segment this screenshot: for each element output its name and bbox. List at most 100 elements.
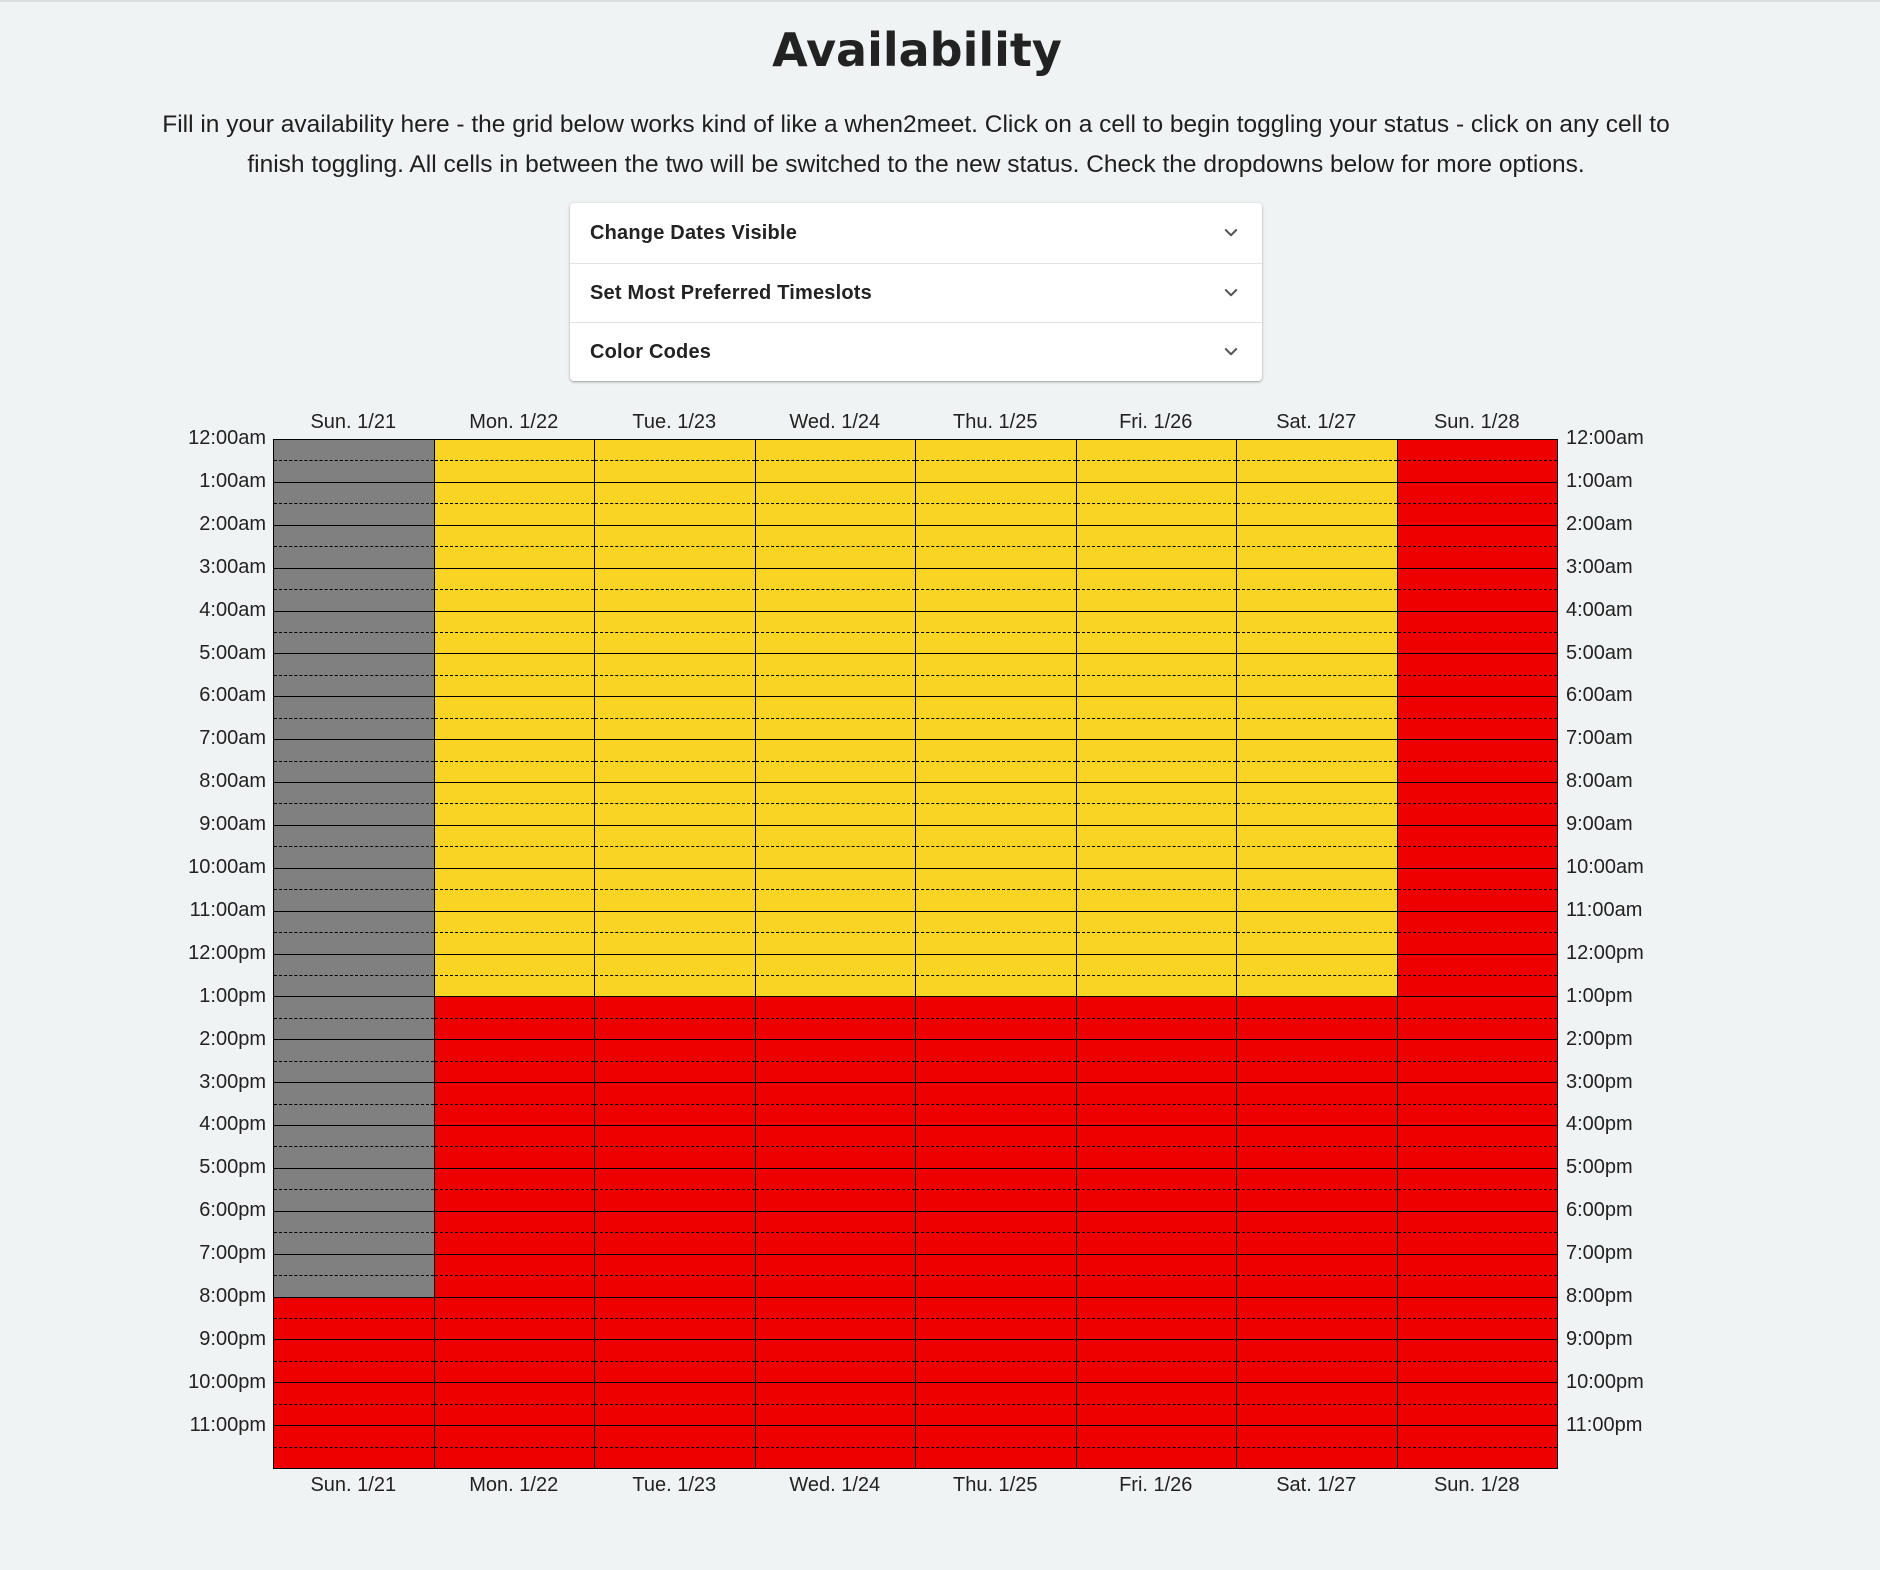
time-slot-cell[interactable] [1076, 997, 1236, 1019]
time-slot-cell[interactable] [434, 975, 594, 998]
time-slot-cell[interactable] [916, 568, 1076, 591]
time-slot-cell[interactable] [274, 1340, 434, 1362]
time-slot-cell[interactable] [1397, 654, 1557, 676]
time-slot-cell[interactable] [1076, 954, 1236, 976]
time-slot-cell[interactable] [595, 1061, 755, 1084]
time-slot-cell[interactable] [434, 1083, 594, 1105]
time-slot-cell[interactable] [595, 911, 755, 934]
time-slot-cell[interactable] [1237, 1211, 1397, 1234]
time-slot-cell[interactable] [1076, 975, 1236, 998]
time-slot-cell[interactable] [434, 847, 594, 869]
time-slot-cell[interactable] [434, 1211, 594, 1234]
time-slot-cell[interactable] [1076, 718, 1236, 741]
time-slot-cell[interactable] [916, 1340, 1076, 1362]
time-slot-cell[interactable] [274, 933, 434, 955]
time-slot-cell[interactable] [1237, 804, 1397, 826]
time-slot-cell[interactable] [916, 1126, 1076, 1148]
time-slot-cell[interactable] [1076, 1083, 1236, 1105]
time-slot-cell[interactable] [1237, 783, 1397, 805]
time-slot-cell[interactable] [434, 525, 594, 548]
time-slot-cell[interactable] [1076, 740, 1236, 762]
time-slot-cell[interactable] [1076, 1276, 1236, 1298]
time-slot-cell[interactable] [434, 1340, 594, 1362]
time-slot-cell[interactable] [595, 1318, 755, 1341]
time-slot-cell[interactable] [274, 654, 434, 676]
time-slot-cell[interactable] [1397, 1018, 1557, 1041]
time-slot-cell[interactable] [434, 1126, 594, 1148]
time-slot-cell[interactable] [274, 1168, 434, 1191]
time-slot-cell[interactable] [755, 440, 915, 462]
time-slot-cell[interactable] [916, 1426, 1076, 1448]
time-slot-cell[interactable] [434, 461, 594, 483]
time-slot-cell[interactable] [434, 804, 594, 826]
accordion-change-dates[interactable]: Change Dates Visible [570, 203, 1262, 263]
time-slot-cell[interactable] [916, 675, 1076, 698]
time-slot-cell[interactable] [1076, 1190, 1236, 1212]
time-slot-cell[interactable] [274, 1404, 434, 1427]
time-slot-cell[interactable] [1237, 547, 1397, 569]
time-slot-cell[interactable] [916, 1233, 1076, 1255]
time-slot-cell[interactable] [1397, 1276, 1557, 1298]
time-slot-cell[interactable] [916, 718, 1076, 741]
time-slot-cell[interactable] [1237, 1383, 1397, 1405]
time-slot-cell[interactable] [1397, 911, 1557, 934]
time-slot-cell[interactable] [1076, 1426, 1236, 1448]
time-slot-cell[interactable] [434, 1361, 594, 1384]
time-slot-cell[interactable] [1397, 740, 1557, 762]
time-slot-cell[interactable] [916, 697, 1076, 719]
time-slot-cell[interactable] [1397, 1211, 1557, 1234]
time-slot-cell[interactable] [274, 868, 434, 891]
time-slot-cell[interactable] [755, 1340, 915, 1362]
time-slot-cell[interactable] [755, 933, 915, 955]
time-slot-cell[interactable] [595, 868, 755, 891]
time-slot-cell[interactable] [755, 547, 915, 569]
time-slot-cell[interactable] [916, 1104, 1076, 1126]
time-slot-cell[interactable] [755, 1297, 915, 1319]
time-slot-cell[interactable] [595, 975, 755, 998]
time-slot-cell[interactable] [916, 1318, 1076, 1341]
time-slot-cell[interactable] [1076, 504, 1236, 526]
time-slot-cell[interactable] [1237, 697, 1397, 719]
time-slot-cell[interactable] [274, 1318, 434, 1341]
time-slot-cell[interactable] [434, 868, 594, 891]
time-slot-cell[interactable] [755, 761, 915, 783]
time-slot-cell[interactable] [595, 590, 755, 612]
time-slot-cell[interactable] [595, 825, 755, 848]
time-slot-cell[interactable] [1076, 611, 1236, 633]
time-slot-cell[interactable] [916, 868, 1076, 891]
time-slot-cell[interactable] [434, 954, 594, 976]
time-slot-cell[interactable] [274, 504, 434, 526]
time-slot-cell[interactable] [1076, 825, 1236, 848]
time-slot-cell[interactable] [595, 461, 755, 483]
time-slot-cell[interactable] [434, 654, 594, 676]
time-slot-cell[interactable] [916, 1061, 1076, 1084]
time-slot-cell[interactable] [916, 1361, 1076, 1384]
time-slot-cell[interactable] [755, 847, 915, 869]
time-slot-cell[interactable] [595, 525, 755, 548]
time-slot-cell[interactable] [916, 1383, 1076, 1405]
time-slot-cell[interactable] [595, 675, 755, 698]
time-slot-cell[interactable] [1237, 1361, 1397, 1384]
time-slot-cell[interactable] [916, 504, 1076, 526]
time-slot-cell[interactable] [274, 761, 434, 783]
time-slot-cell[interactable] [434, 911, 594, 934]
time-slot-cell[interactable] [434, 697, 594, 719]
time-slot-cell[interactable] [274, 847, 434, 869]
time-slot-cell[interactable] [1397, 547, 1557, 569]
time-slot-cell[interactable] [916, 975, 1076, 998]
time-slot-cell[interactable] [274, 825, 434, 848]
time-slot-cell[interactable] [274, 461, 434, 483]
time-slot-cell[interactable] [1397, 1447, 1557, 1469]
time-slot-cell[interactable] [595, 547, 755, 569]
time-slot-cell[interactable] [1237, 1190, 1397, 1212]
time-slot-cell[interactable] [1076, 1233, 1236, 1255]
time-slot-cell[interactable] [1237, 890, 1397, 912]
time-slot-cell[interactable] [1076, 783, 1236, 805]
time-slot-cell[interactable] [1076, 1340, 1236, 1362]
time-slot-cell[interactable] [595, 1126, 755, 1148]
time-slot-cell[interactable] [595, 440, 755, 462]
time-slot-cell[interactable] [755, 740, 915, 762]
time-slot-cell[interactable] [1237, 1126, 1397, 1148]
time-slot-cell[interactable] [1076, 1383, 1236, 1405]
time-slot-cell[interactable] [1076, 440, 1236, 462]
